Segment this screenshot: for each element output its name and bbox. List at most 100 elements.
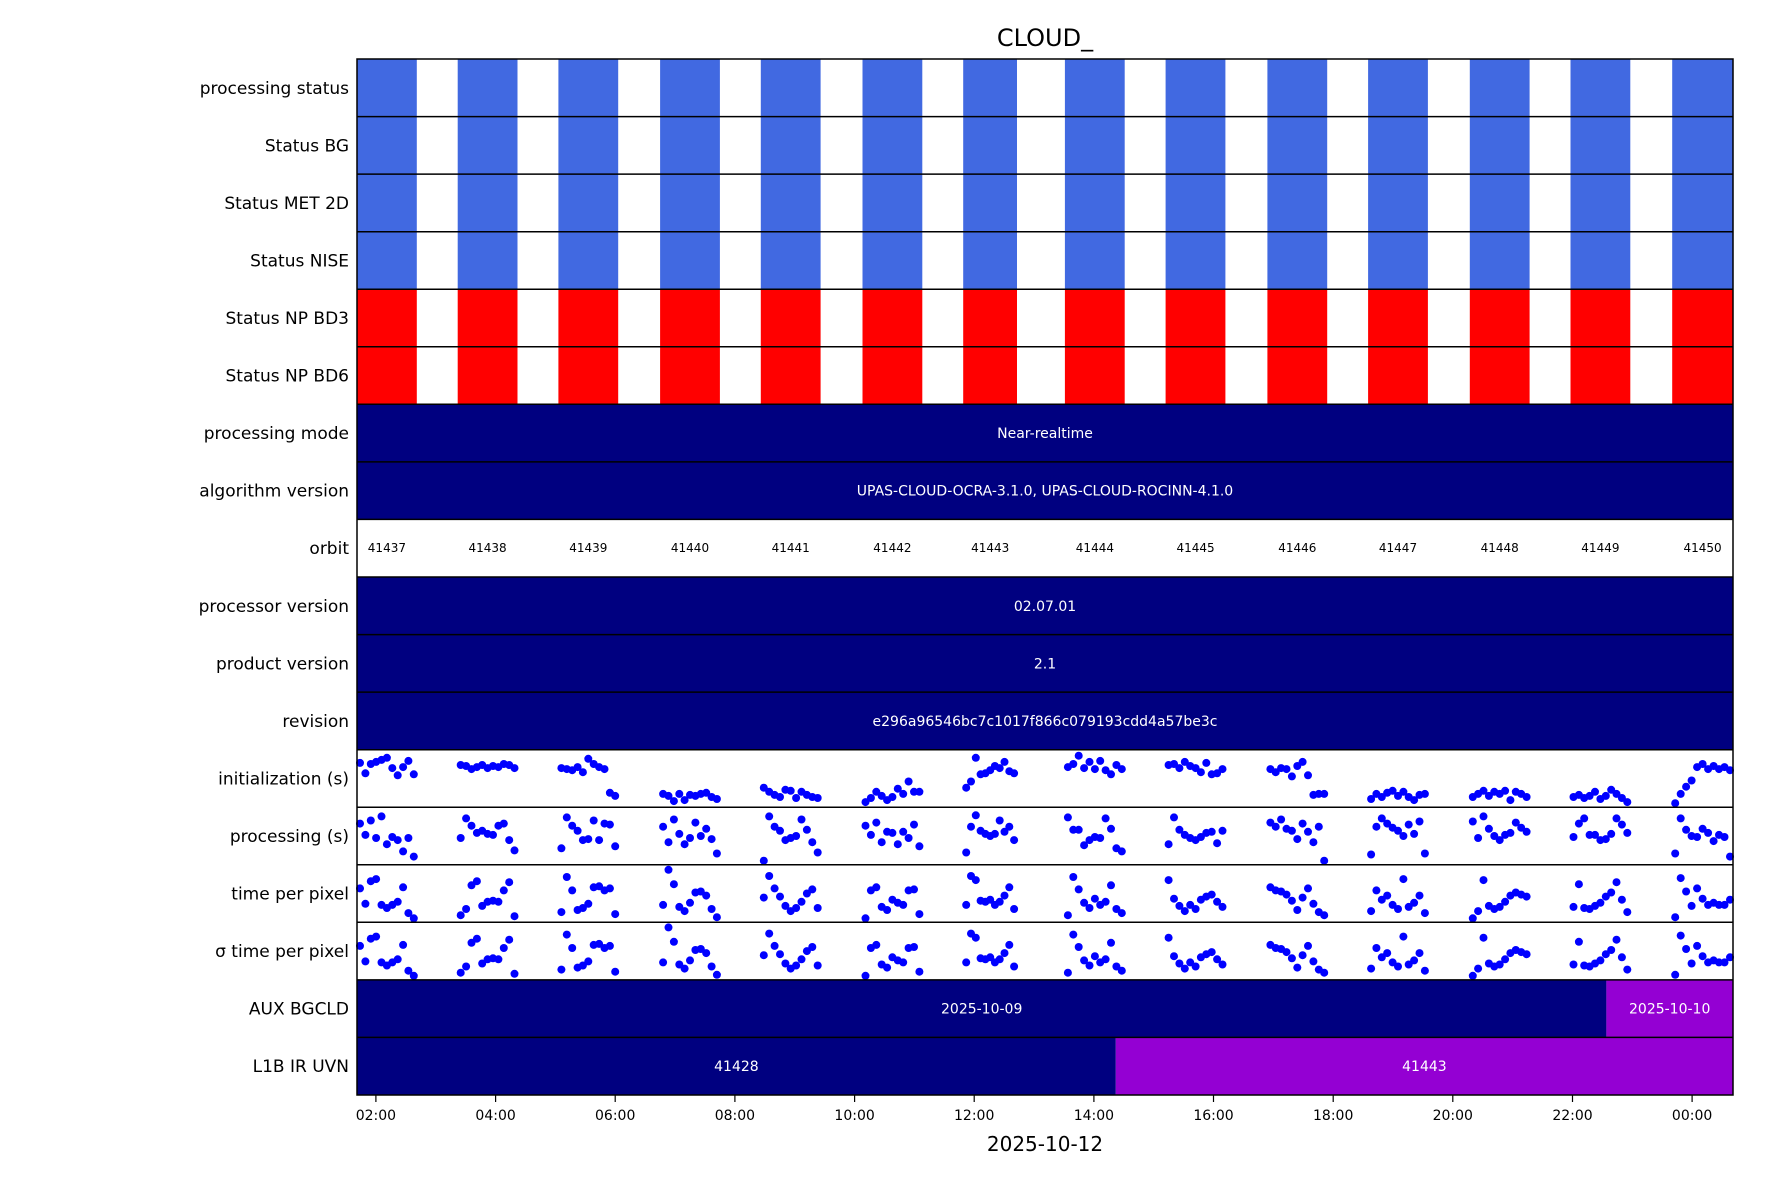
scatter-point	[1474, 907, 1483, 916]
scatter-point	[1501, 897, 1510, 906]
orbit-label: 41446	[1278, 541, 1316, 555]
scatter-point	[967, 822, 975, 831]
scatter-point	[1468, 914, 1477, 923]
scatter-point	[1080, 764, 1089, 773]
status-bar	[1368, 289, 1428, 347]
scatter-point	[1191, 905, 1200, 913]
scatter-point	[568, 944, 577, 952]
status-bar	[760, 174, 821, 232]
orbit-label: 41445	[1177, 541, 1215, 555]
scatter-point	[404, 966, 413, 975]
scatter-point	[1164, 840, 1173, 849]
row-label: Status BG	[265, 136, 349, 156]
scatter-point	[562, 873, 571, 881]
x-tick-label: 12:00	[954, 1108, 994, 1124]
row-status-nise	[357, 231, 1733, 290]
scatter-point	[1074, 751, 1083, 760]
scatter-point	[759, 893, 768, 902]
scatter-point	[409, 852, 418, 861]
scatter-point	[776, 793, 784, 801]
scatter-point	[813, 961, 822, 970]
row-status-np-bd6	[357, 346, 1733, 405]
scatter-point	[1367, 907, 1376, 916]
orbit-label: 41438	[469, 541, 507, 555]
status-bar	[1469, 116, 1530, 175]
scatter-point	[1682, 825, 1691, 834]
scatter-point	[584, 899, 593, 908]
scatter-point	[712, 913, 721, 922]
scatter-point	[1394, 962, 1402, 971]
x-tick-label: 10:00	[834, 1108, 874, 1124]
scatter-point	[1180, 907, 1189, 916]
scatter-point	[776, 826, 784, 835]
status-bar	[660, 174, 720, 232]
scatter-point	[1495, 960, 1504, 969]
scatter-point	[1574, 937, 1583, 946]
scatter-point	[1607, 829, 1616, 838]
status-bar	[660, 231, 720, 290]
scatter-point	[578, 768, 587, 777]
scatter-point	[499, 944, 508, 952]
status-bar	[1570, 346, 1631, 405]
scatter-point	[1623, 828, 1632, 837]
orbit-label: 41440	[671, 541, 709, 555]
row-label: product version	[216, 654, 349, 674]
scatter-point	[372, 834, 381, 842]
scatter-point	[1726, 953, 1734, 962]
status-bar	[1570, 231, 1631, 290]
scatter-point	[986, 953, 995, 962]
status-bar	[1469, 346, 1530, 405]
scatter-point	[899, 789, 908, 798]
status-bar	[1570, 174, 1631, 232]
scatter-point	[813, 904, 822, 912]
scatter-point	[1101, 814, 1110, 823]
scatter-point	[1399, 832, 1408, 840]
scatter-point	[372, 932, 381, 941]
scatter-point	[557, 844, 566, 853]
scatter-point	[915, 787, 924, 796]
scatter-point	[568, 886, 577, 895]
scatter-point	[499, 886, 508, 895]
scatter-point	[611, 967, 620, 976]
status-bar	[1165, 116, 1226, 175]
status-bar	[558, 346, 619, 405]
status-bar	[1368, 59, 1428, 117]
scatter-point	[605, 941, 614, 950]
scatter-point	[915, 842, 924, 851]
scatter-point	[1271, 822, 1280, 831]
status-bar	[1672, 289, 1733, 347]
scatter-point	[712, 970, 721, 979]
x-tick-label: 16:00	[1193, 1108, 1233, 1124]
scatter-point	[1399, 932, 1408, 941]
scatter-point	[861, 821, 870, 830]
row-label: L1B IR UVN	[253, 1057, 349, 1077]
status-bar	[1469, 231, 1530, 290]
scatter-point	[1612, 814, 1621, 823]
scatter-point	[1000, 949, 1009, 958]
status-bar	[1267, 346, 1328, 405]
x-tick-label: 14:00	[1074, 1108, 1114, 1124]
scatter-point	[1671, 849, 1680, 858]
scatter-point	[1096, 756, 1105, 765]
scatter-point	[893, 840, 902, 849]
scatter-point	[1372, 886, 1381, 895]
scatter-point	[659, 958, 668, 967]
scatter-point	[1282, 890, 1291, 899]
scatter-point	[1320, 968, 1329, 977]
status-bar	[760, 116, 821, 175]
scatter-point	[1372, 822, 1381, 831]
scatter-point	[1415, 949, 1424, 958]
status-bar	[1165, 231, 1226, 290]
scatter-point	[1682, 782, 1691, 791]
scatter-point	[1080, 956, 1089, 965]
status-bar	[963, 174, 1017, 232]
scatter-point	[1506, 828, 1515, 837]
scatter-point	[1107, 938, 1115, 947]
scatter-point	[1687, 901, 1696, 910]
x-tick-label: 02:00	[356, 1108, 396, 1124]
status-bar	[1672, 174, 1733, 232]
scatter-point	[489, 830, 497, 839]
scatter-point	[1420, 789, 1429, 798]
scatter-point	[770, 884, 779, 893]
